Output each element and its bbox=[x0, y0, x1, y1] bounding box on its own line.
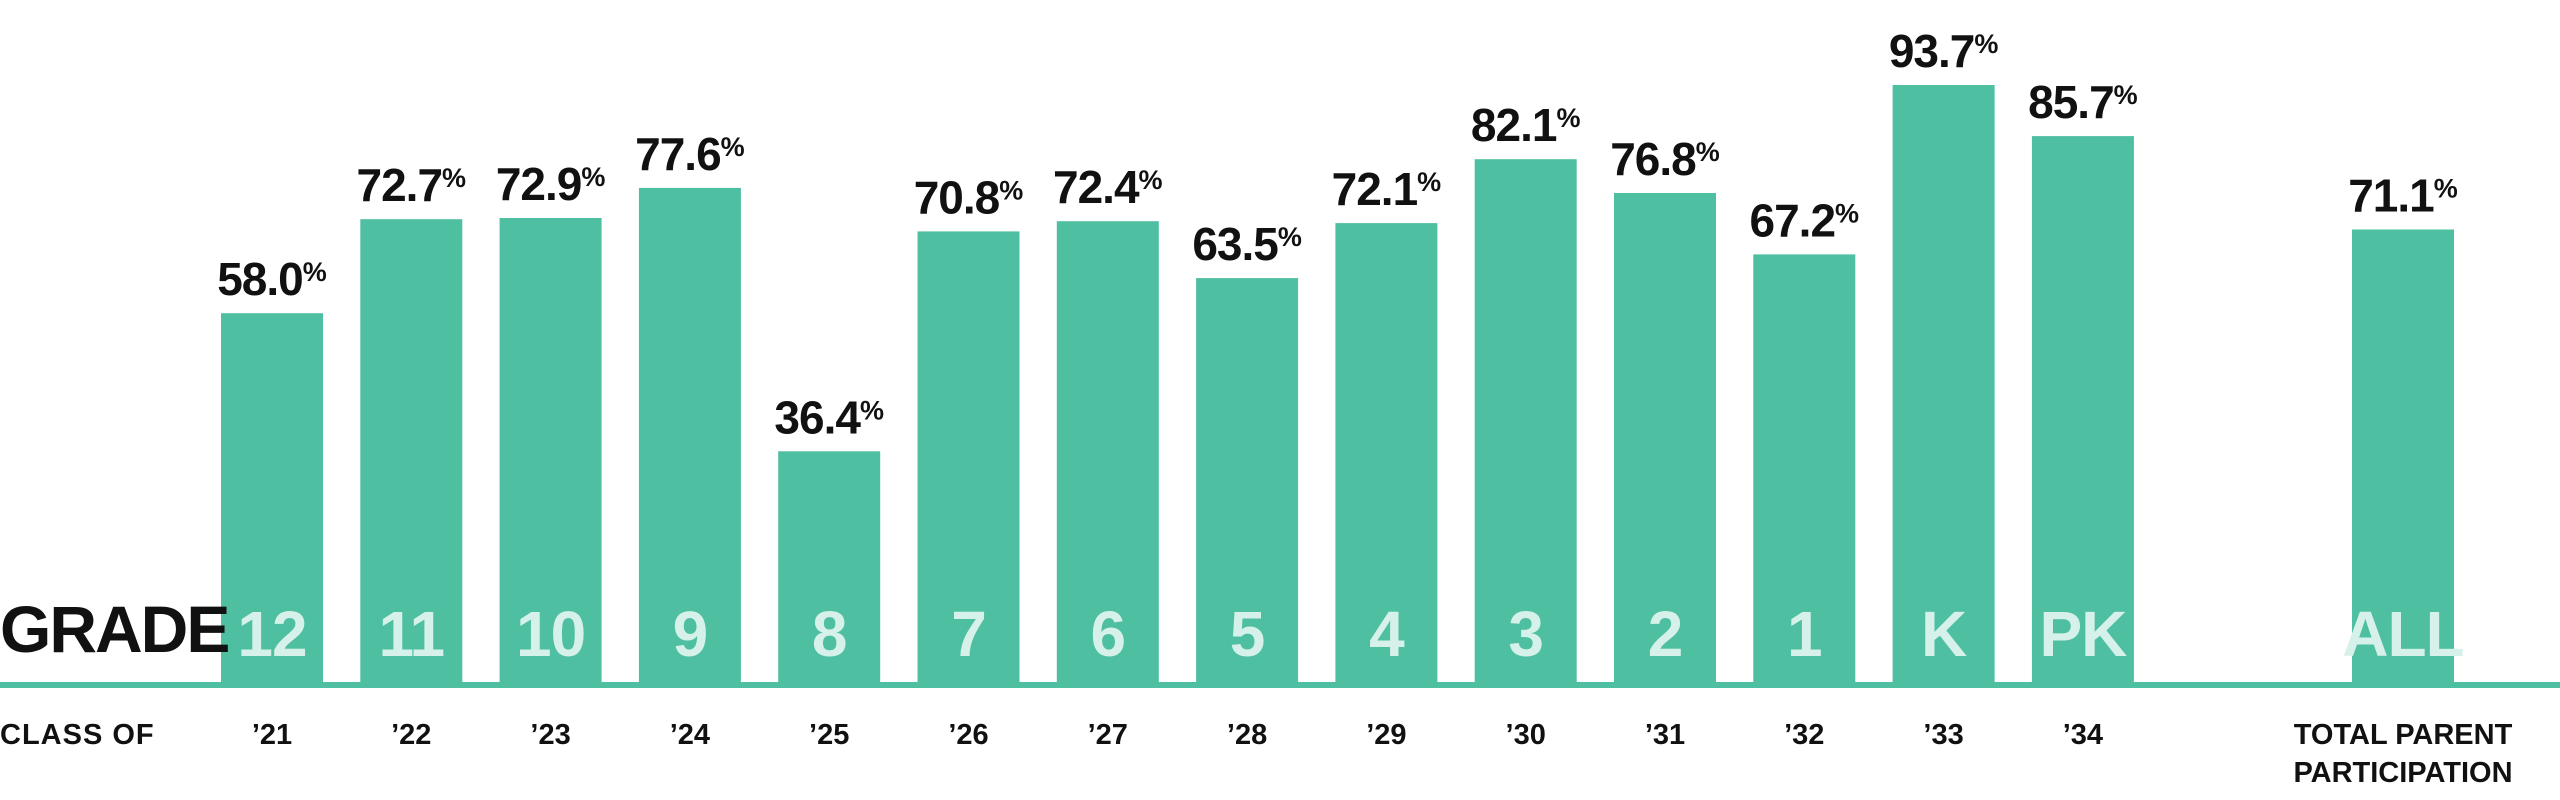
bar-13 bbox=[2031, 136, 2134, 685]
bar-7 bbox=[1196, 278, 1299, 684]
labels-layer: 58.0%12’2172.7%11’2272.9%10’2377.6%9’243… bbox=[217, 25, 2512, 789]
grade-label-12: K bbox=[1921, 598, 1967, 670]
class-label-6: ’27 bbox=[1088, 719, 1128, 751]
class-label-7: ’28 bbox=[1227, 719, 1267, 751]
bar-1 bbox=[360, 219, 463, 684]
bar-5 bbox=[917, 231, 1020, 684]
class-label-1: ’22 bbox=[391, 719, 431, 751]
class-row-title: CLASS OF bbox=[0, 719, 155, 751]
class-label-13: ’34 bbox=[2063, 719, 2103, 751]
bar-12 bbox=[1892, 85, 1995, 684]
class-label-0: ’21 bbox=[252, 719, 292, 751]
class-label-2: ’23 bbox=[530, 719, 570, 751]
value-label-4: 36.4% bbox=[774, 391, 884, 443]
class-label-12: ’33 bbox=[1923, 719, 1963, 751]
bar-0 bbox=[221, 313, 323, 684]
class-label-11: ’32 bbox=[1784, 719, 1824, 751]
class-label-9: ’30 bbox=[1506, 719, 1546, 751]
class-label-8: ’29 bbox=[1366, 719, 1406, 751]
bar-10 bbox=[1614, 193, 1716, 684]
value-label-8: 72.1% bbox=[1332, 163, 1442, 215]
grade-label-11: 1 bbox=[1787, 598, 1822, 670]
value-label-11: 67.2% bbox=[1750, 194, 1860, 246]
grade-label-13: PK bbox=[2039, 598, 2127, 670]
value-label-6: 72.4% bbox=[1053, 161, 1163, 213]
class-label-4: ’25 bbox=[809, 719, 849, 751]
bar-9 bbox=[1474, 159, 1577, 684]
class-label-total-1: PARTICIPATION bbox=[2293, 757, 2512, 789]
bar-2 bbox=[499, 218, 602, 684]
grade-label-0: 12 bbox=[237, 598, 306, 670]
grade-row-title: GRADE bbox=[0, 592, 228, 666]
class-label-5: ’26 bbox=[948, 719, 988, 751]
bar-8 bbox=[1335, 223, 1438, 684]
class-label-3: ’24 bbox=[670, 719, 710, 751]
grade-label-9: 3 bbox=[1508, 598, 1543, 670]
bar-11 bbox=[1753, 254, 1856, 684]
grade-label-8: 4 bbox=[1369, 598, 1405, 670]
value-label-total: 71.1% bbox=[2348, 170, 2458, 222]
value-label-9: 82.1% bbox=[1471, 99, 1581, 151]
class-label-10: ’31 bbox=[1645, 719, 1685, 751]
bar-total bbox=[2352, 229, 2454, 684]
bar-3 bbox=[638, 187, 741, 684]
grade-label-6: 6 bbox=[1091, 598, 1126, 670]
value-label-1: 72.7% bbox=[357, 159, 467, 211]
value-label-2: 72.9% bbox=[496, 158, 606, 210]
value-label-13: 85.7% bbox=[2028, 76, 2138, 128]
grade-label-4: 8 bbox=[812, 598, 847, 670]
value-label-10: 76.8% bbox=[1610, 133, 1720, 185]
grade-label-10: 2 bbox=[1648, 598, 1683, 670]
grade-label-1: 11 bbox=[378, 598, 444, 670]
value-label-5: 70.8% bbox=[914, 171, 1024, 223]
bar-4 bbox=[778, 451, 881, 684]
value-label-0: 58.0% bbox=[217, 253, 327, 305]
baseline bbox=[0, 682, 2560, 688]
bar-6 bbox=[1056, 221, 1159, 684]
grade-label-3: 9 bbox=[673, 598, 708, 670]
grade-label-5: 7 bbox=[951, 598, 986, 670]
value-label-7: 63.5% bbox=[1192, 218, 1302, 270]
value-label-3: 77.6% bbox=[635, 128, 745, 180]
class-label-total-0: TOTAL PARENT bbox=[2294, 719, 2513, 751]
bars-layer bbox=[221, 85, 2454, 685]
value-label-12: 93.7% bbox=[1889, 25, 1999, 77]
grade-label-total: ALL bbox=[2342, 598, 2463, 670]
grade-label-7: 5 bbox=[1230, 598, 1265, 670]
grade-label-2: 10 bbox=[516, 598, 585, 670]
